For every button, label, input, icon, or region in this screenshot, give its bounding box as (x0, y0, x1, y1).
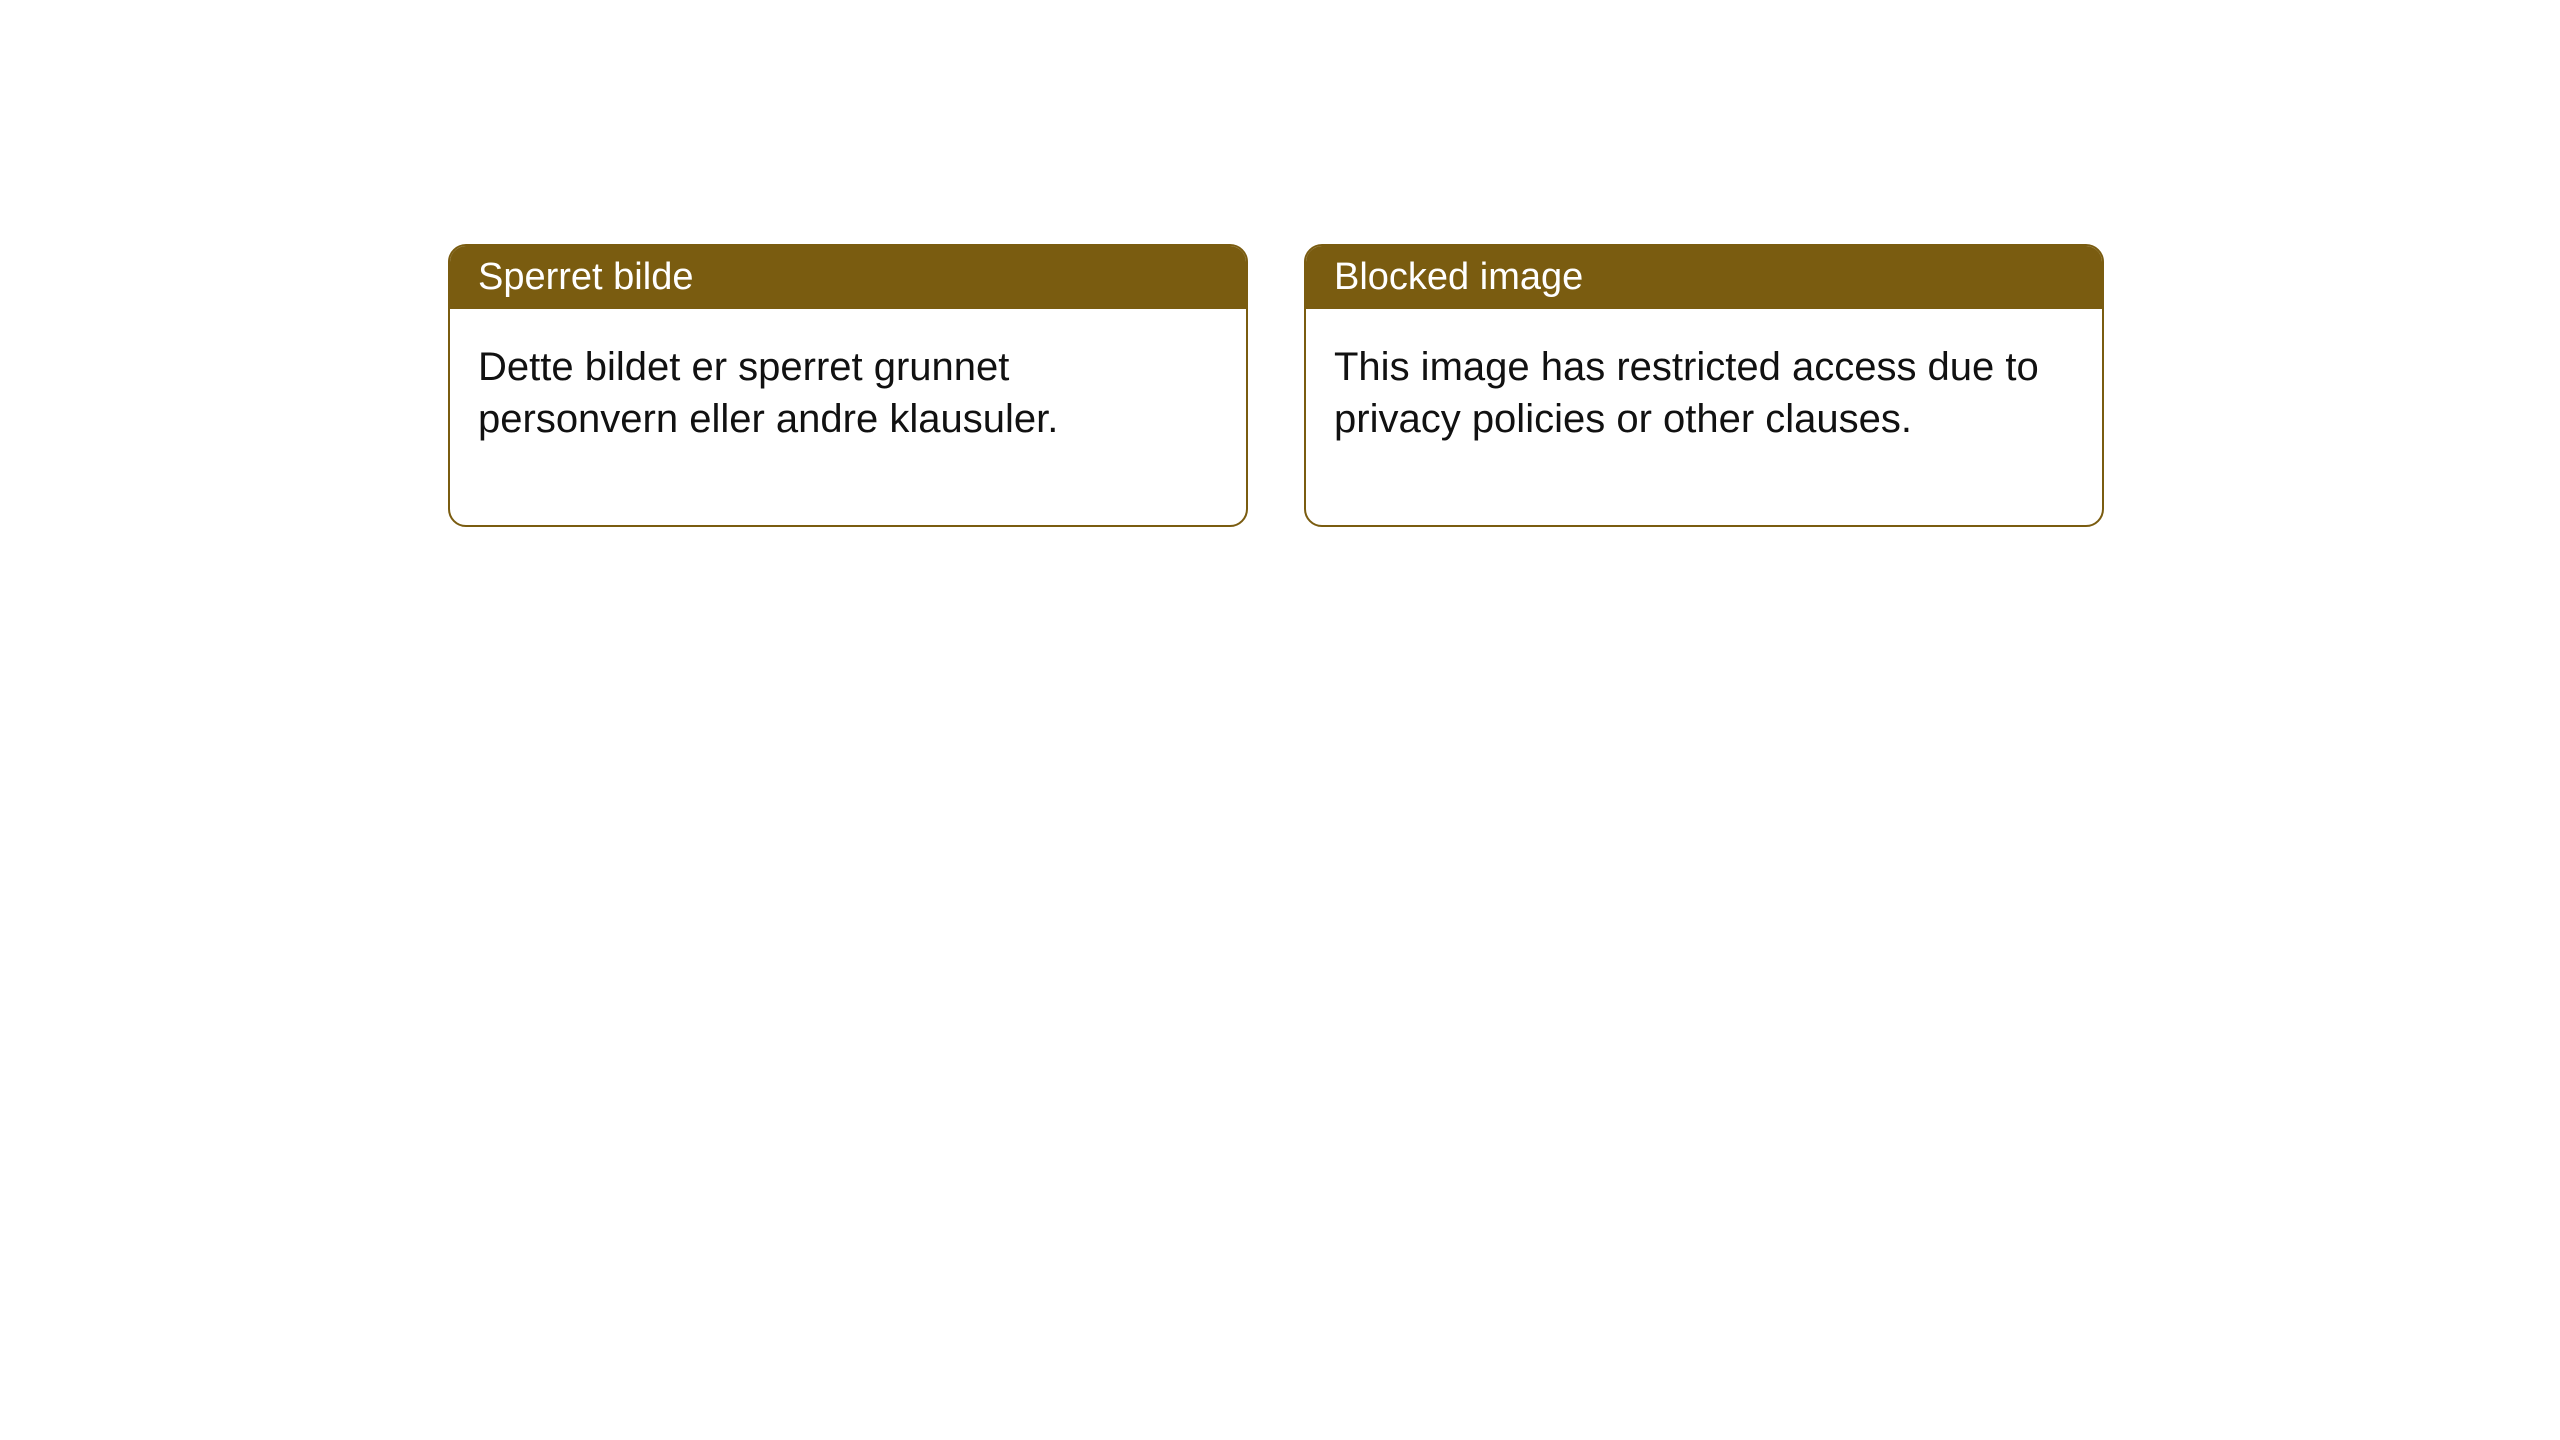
notice-body-text: This image has restricted access due to … (1334, 345, 2039, 441)
notice-body: Dette bildet er sperret grunnet personve… (450, 309, 1246, 525)
notice-header: Blocked image (1306, 246, 2102, 309)
notice-header: Sperret bilde (450, 246, 1246, 309)
notice-title: Sperret bilde (478, 256, 693, 298)
notice-card-norwegian: Sperret bilde Dette bildet er sperret gr… (448, 244, 1248, 527)
notice-container: Sperret bilde Dette bildet er sperret gr… (448, 244, 2104, 527)
notice-body-text: Dette bildet er sperret grunnet personve… (478, 345, 1058, 441)
notice-body: This image has restricted access due to … (1306, 309, 2102, 525)
notice-card-english: Blocked image This image has restricted … (1304, 244, 2104, 527)
notice-title: Blocked image (1334, 256, 1583, 298)
